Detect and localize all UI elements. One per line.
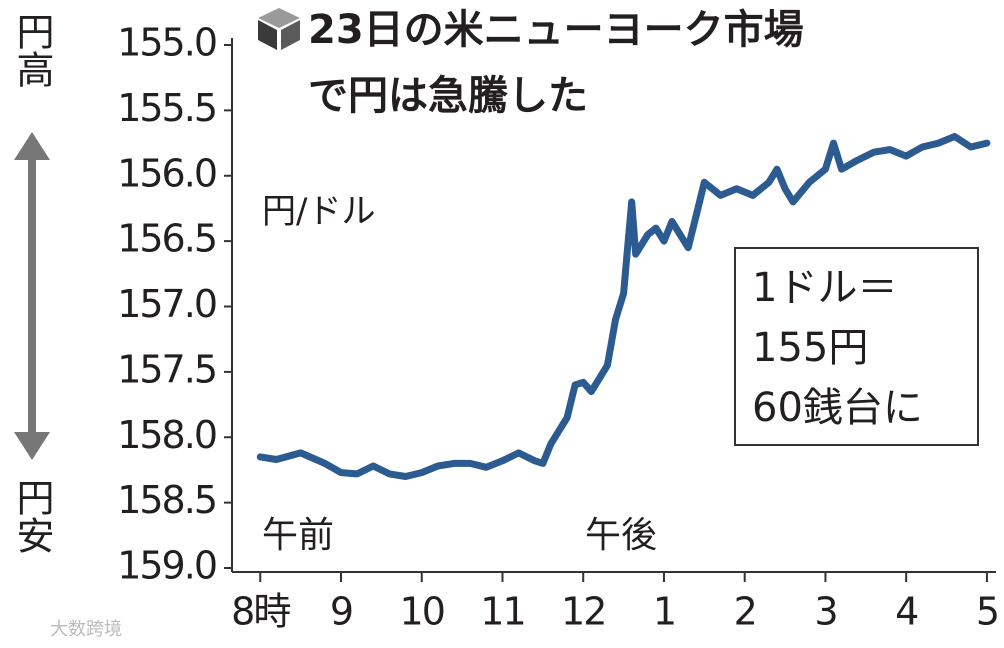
x-tick-label: 4 (895, 590, 918, 634)
y-tick-label: 158.0 (117, 413, 216, 457)
callout-text: 1ドル＝ (752, 265, 897, 311)
x-tick-label: 8時 (231, 590, 290, 634)
x-tick-label: 12 (561, 590, 605, 634)
callout-text: 60銭台に (752, 385, 923, 431)
direction-arrow (14, 132, 50, 460)
x-tick-label: 3 (814, 590, 836, 634)
chart-title: で円は急騰した (308, 73, 588, 119)
y-tick-label: 155.0 (117, 21, 216, 65)
y-tick-label: 156.0 (117, 151, 216, 195)
y-tick-label: 157.5 (117, 347, 216, 391)
x-tick-label: 1 (653, 590, 675, 634)
callout-box (734, 247, 979, 446)
y-axis-label: 円/ドル (262, 192, 375, 232)
x-tick-label: 11 (480, 590, 524, 634)
x-tick-label: 9 (330, 590, 352, 634)
callout-text: 155円 (752, 325, 868, 371)
x-tick-label: 2 (734, 590, 756, 634)
y-bottom-label: 円安 (10, 478, 54, 554)
x-tick-label: 5 (976, 590, 998, 634)
y-tick-label: 158.5 (117, 478, 216, 522)
y-tick-label: 155.5 (117, 86, 216, 130)
y-tick-label: 159.0 (117, 544, 216, 588)
y-top-label: 円高 (10, 12, 54, 88)
chart-title: 23日の米ニューヨーク市場 (308, 7, 804, 53)
y-tick-label: 157.0 (117, 282, 216, 326)
annotation: 午後 (585, 515, 657, 556)
annotation: 午前 (262, 515, 334, 556)
data-line (256, 133, 991, 480)
title-icon (258, 8, 300, 50)
x-tick-label: 10 (400, 590, 444, 634)
watermark: 大数跨境 (50, 619, 122, 640)
y-tick-label: 156.5 (117, 217, 216, 261)
